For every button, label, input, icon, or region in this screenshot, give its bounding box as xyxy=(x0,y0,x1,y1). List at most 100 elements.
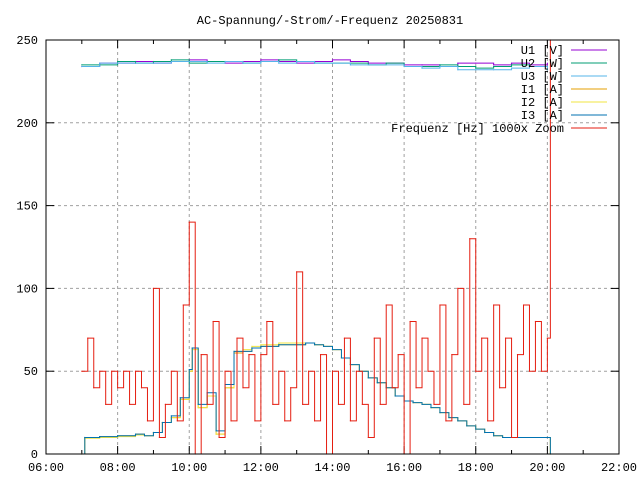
series-line xyxy=(81,61,548,71)
data-point xyxy=(385,304,387,306)
data-point xyxy=(260,354,262,356)
data-point xyxy=(457,62,459,64)
data-point xyxy=(134,370,137,372)
plot-border xyxy=(45,39,620,455)
data-point xyxy=(439,304,441,306)
data-point xyxy=(367,64,369,66)
data-point xyxy=(188,221,190,223)
data-point xyxy=(170,59,172,61)
data-point xyxy=(284,420,286,422)
data-point xyxy=(469,238,471,240)
legend-label: U2 [W] xyxy=(521,57,564,71)
data-point xyxy=(105,403,107,405)
data-point xyxy=(493,304,495,306)
data-point xyxy=(236,337,238,339)
chart-title: AC-Spannung/-Strom/-Frequenz 20250831 xyxy=(197,14,463,28)
data-point xyxy=(373,337,375,339)
x-tick-label: 10:00 xyxy=(171,461,207,475)
data-point xyxy=(134,433,137,435)
data-point xyxy=(546,337,548,339)
series-line xyxy=(81,342,551,455)
data-point xyxy=(278,59,280,61)
data-point xyxy=(215,430,217,432)
data-point xyxy=(81,370,83,372)
data-point xyxy=(152,62,155,64)
data-point xyxy=(510,64,513,66)
data-point xyxy=(242,387,244,389)
y-tick-label: 250 xyxy=(16,34,38,48)
data-point xyxy=(158,436,161,439)
data-point xyxy=(367,377,369,379)
y-tick-label: 100 xyxy=(16,282,38,296)
data-point xyxy=(487,420,489,422)
x-tick-label: 16:00 xyxy=(386,461,422,475)
data-point xyxy=(546,62,548,64)
data-point xyxy=(248,354,250,356)
data-point xyxy=(305,342,307,344)
data-point xyxy=(233,350,235,352)
data-point xyxy=(191,347,193,349)
data-point xyxy=(322,345,325,347)
data-point xyxy=(355,370,357,372)
legend: U1 [V]U2 [W]U3 [W]I1 [A]I2 [A]I3 [A]Freq… xyxy=(391,44,607,136)
data-point xyxy=(313,420,316,422)
data-point xyxy=(493,65,495,68)
data-point xyxy=(152,60,155,63)
data-point xyxy=(152,431,155,434)
data-point xyxy=(242,62,244,64)
y-tick-label: 50 xyxy=(24,365,38,379)
data-point xyxy=(200,354,202,356)
legend-label: Frequenz [Hz] 1000x Zoom xyxy=(391,122,564,136)
data-point xyxy=(349,420,352,422)
y-tick-label: 200 xyxy=(16,117,38,131)
data-point xyxy=(197,403,199,405)
data-point xyxy=(481,337,483,339)
data-point xyxy=(179,397,181,399)
data-point xyxy=(445,420,447,422)
data-point xyxy=(349,60,352,63)
data-point xyxy=(224,60,226,63)
data-point xyxy=(546,69,548,71)
data-point xyxy=(349,64,352,66)
data-point xyxy=(212,320,214,323)
data-point xyxy=(260,344,262,346)
data-point xyxy=(340,357,343,359)
data-point xyxy=(367,436,369,439)
data-point xyxy=(331,62,334,64)
legend-label: I3 [A] xyxy=(521,109,564,123)
data-point xyxy=(385,62,387,64)
data-point xyxy=(430,407,432,409)
x-tick-label: 22:00 xyxy=(601,461,637,475)
x-tick-label: 14:00 xyxy=(314,461,350,475)
data-point xyxy=(391,387,393,389)
data-point xyxy=(260,345,262,347)
data-point xyxy=(117,435,119,437)
data-point xyxy=(337,403,340,405)
data-point xyxy=(510,67,513,69)
data-point xyxy=(376,382,378,384)
y-axis: 0 50 100 150 200 250 xyxy=(16,34,619,462)
data-point xyxy=(409,320,411,323)
data-point xyxy=(331,349,334,351)
data-point xyxy=(510,62,513,64)
data-point xyxy=(493,69,495,71)
y-tick-label: 0 xyxy=(31,448,38,462)
data-point xyxy=(99,436,101,438)
data-point xyxy=(272,403,274,405)
data-point xyxy=(313,344,316,346)
data-point xyxy=(266,320,268,323)
data-point xyxy=(296,271,298,273)
data-point xyxy=(308,370,310,372)
data-point xyxy=(93,387,95,389)
data-point xyxy=(278,370,280,372)
data-point xyxy=(296,60,298,63)
data-point xyxy=(117,62,119,64)
data-point xyxy=(457,420,459,422)
data-point xyxy=(117,387,119,389)
data-point xyxy=(290,387,292,389)
data-point xyxy=(379,403,381,405)
data-point xyxy=(475,62,477,64)
data-point xyxy=(260,60,262,63)
data-point xyxy=(197,407,199,409)
